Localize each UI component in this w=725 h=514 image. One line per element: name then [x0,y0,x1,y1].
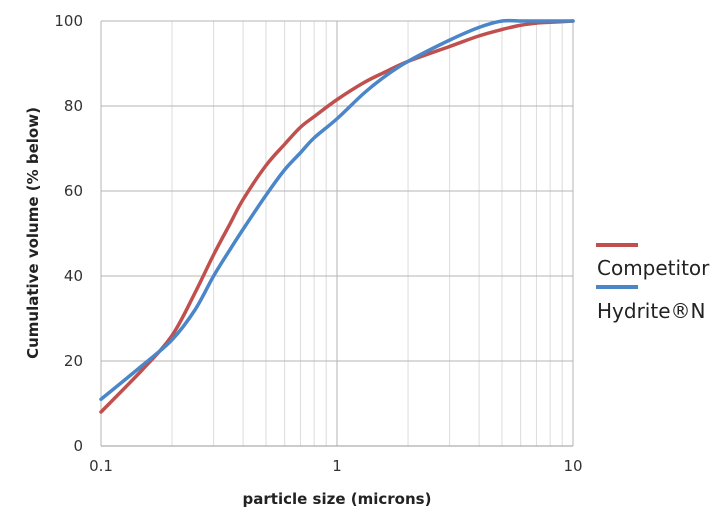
legend: Competitor Hydrite®N [596,243,710,323]
y-tick-label: 20 [64,352,83,370]
x-tick-label: 0.1 [89,457,113,475]
legend-label-competitor: Competitor [597,256,710,280]
series-line-competitor [99,19,575,414]
y-tick-label: 80 [64,97,83,115]
x-tick-label: 10 [563,457,582,475]
legend-label-hydrite: Hydrite®N [597,299,705,323]
y-tick-labels: 0 20 40 60 80 100 [54,12,83,455]
x-tick-labels: 0.1 1 10 [89,457,582,475]
x-axis-title: particle size (microns) [243,490,432,508]
series-line-hydrite [99,18,575,401]
x-tick-label: 1 [332,457,342,475]
y-tick-label: 0 [73,437,83,455]
y-tick-label: 40 [64,267,83,285]
y-tick-label: 100 [54,12,83,30]
y-axis-title: Cumulative volume (% below) [24,107,42,359]
gridlines [100,20,574,447]
series-layer [99,18,575,414]
y-tick-label: 60 [64,182,83,200]
